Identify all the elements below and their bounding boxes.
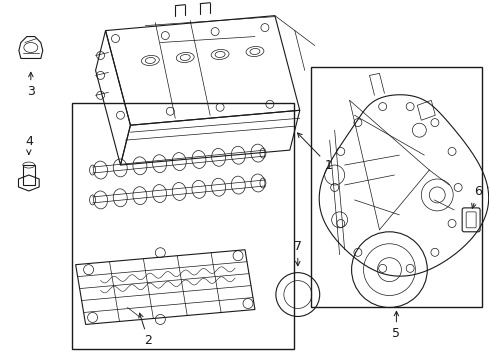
Text: 1: 1 xyxy=(297,133,333,172)
Text: 7: 7 xyxy=(294,240,302,266)
Text: 3: 3 xyxy=(27,72,35,98)
Text: 4: 4 xyxy=(25,135,33,154)
Text: 2: 2 xyxy=(139,313,152,347)
Text: 5: 5 xyxy=(392,311,400,341)
Text: 6: 6 xyxy=(472,185,482,208)
Bar xyxy=(311,67,482,307)
Bar xyxy=(72,103,294,348)
Bar xyxy=(23,165,35,185)
